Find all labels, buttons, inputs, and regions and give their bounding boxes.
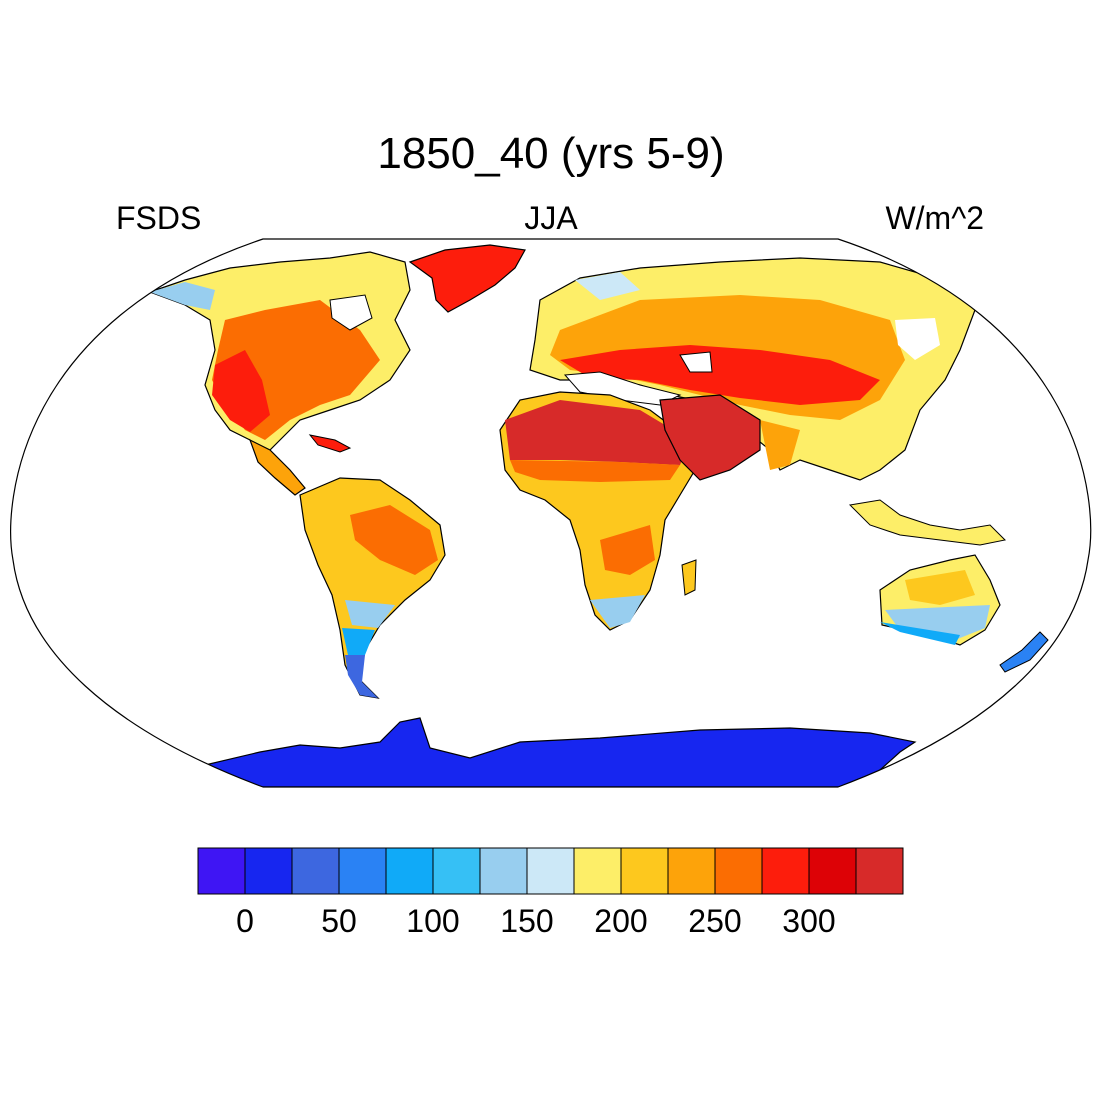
colorbar-box [432, 847, 481, 895]
greenland [408, 244, 526, 313]
colorbar-box [526, 847, 575, 895]
eurasia [529, 257, 976, 481]
colorbar-box [761, 847, 810, 895]
colorbar-tick-label: 100 [406, 903, 459, 939]
season-label: JJA [524, 200, 578, 236]
colorbar-box [714, 847, 763, 895]
land-field [148, 244, 1049, 787]
colorbar-box [573, 847, 622, 895]
colorbar-box [338, 847, 387, 895]
north-america [148, 251, 411, 456]
colorbar-tick-label: 250 [688, 903, 741, 939]
new-zealand [999, 631, 1049, 673]
colorbar-box [620, 847, 669, 895]
colorbar-tick-label: 0 [236, 903, 254, 939]
colorbar-box [197, 847, 246, 895]
units-label: W/m^2 [885, 200, 984, 236]
colorbar-tick-label: 200 [594, 903, 647, 939]
maritime-southeast-asia [848, 499, 1007, 546]
variable-label: FSDS [116, 200, 202, 236]
arabian-peninsula [659, 394, 761, 481]
colorbar-tick-labels: 0 50 100 150 200 250 300 [236, 903, 836, 939]
colorbar-tick-label: 300 [782, 903, 835, 939]
map-boundary [10, 238, 1092, 788]
colorbar-box [855, 847, 904, 895]
south-america [299, 477, 446, 699]
colorbar-box [808, 847, 857, 895]
caribbean-islands [308, 434, 352, 453]
colorbar-box [385, 847, 434, 895]
colorbar-boxes [197, 847, 904, 895]
plot-title: 1850_40 (yrs 5-9) [377, 129, 725, 178]
colorbar-tick-label: 50 [321, 903, 357, 939]
colorbar-box [291, 847, 340, 895]
colorbar-box [244, 847, 293, 895]
colorbar-tick-label: 150 [500, 903, 553, 939]
central-america [248, 438, 306, 496]
antarctica [203, 717, 917, 787]
australia [879, 554, 1001, 646]
africa [499, 391, 697, 631]
colorbar-box [479, 847, 528, 895]
colorbar-box [667, 847, 716, 895]
